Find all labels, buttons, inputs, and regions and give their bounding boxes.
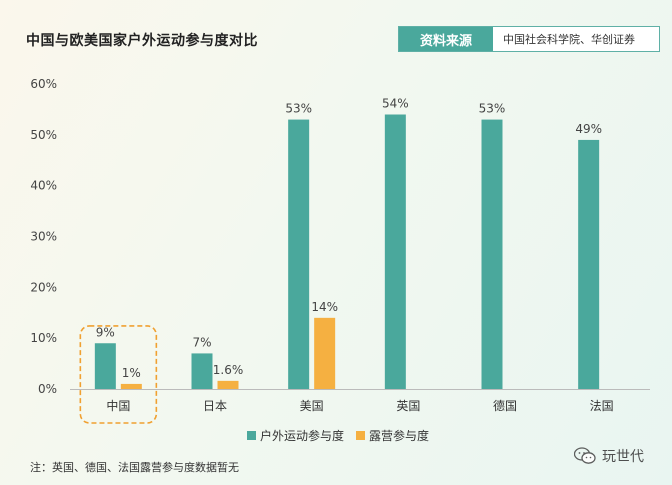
highlight-box [79,325,158,424]
data-label-outdoor: 7% [192,335,211,349]
legend-label-camping: 露营参与度 [369,429,430,443]
bar-outdoor [384,114,406,389]
data-label-outdoor: 9% [96,325,115,339]
source-label: 资料来源 [399,27,493,51]
x-tick-label: 英国 [396,399,420,413]
data-label-camping: 1% [122,366,141,380]
footnote: 注：英国、德国、法国露营参与度数据暂无 [30,461,239,474]
bar-outdoor [191,353,213,389]
y-tick-label: 10% [30,331,57,345]
data-label-outdoor: 53% [479,102,506,116]
y-tick-label: 20% [30,280,57,294]
watermark: 玩世代 [573,446,644,466]
bar-outdoor [481,119,503,389]
y-tick-label: 40% [30,179,57,193]
x-tick-label: 中国 [106,398,130,413]
x-tick-label: 日本 [203,399,227,413]
x-tick-label: 美国 [300,399,324,413]
y-tick-label: 0% [38,382,57,396]
bar-outdoor [288,119,310,389]
data-label-camping: 1.6% [213,363,244,377]
y-tick-label: 30% [30,230,57,244]
data-label-outdoor: 54% [382,97,409,111]
data-label-outdoor: 53% [285,102,312,116]
legend-swatch-outdoor [247,431,256,440]
legend-swatch-camping [356,431,366,440]
source-text: 中国社会科学院、华创证券 [503,33,635,46]
bar-camping [120,383,142,389]
chart-legend: 户外运动参与度 露营参与度 [247,427,429,444]
bar-outdoor [94,343,116,389]
legend-item-camping: 露营参与度 [356,427,429,444]
y-tick-label: 60% [30,77,57,91]
source-box: 资料来源 中国社会科学院、华创证券 [398,26,660,52]
data-label-outdoor: 49% [575,122,602,136]
data-label-camping: 14% [311,300,338,314]
bar-outdoor [578,139,600,389]
watermark-text: 玩世代 [602,449,644,465]
x-tick-label: 德国 [493,398,517,413]
x-tick-label: 法国 [590,399,614,413]
legend-label-outdoor: 户外运动参与度 [260,429,345,443]
chart-title: 中国与欧美国家户外运动参与度对比 [26,33,258,49]
bar-camping [314,317,336,389]
legend-item-outdoor: 户外运动参与度 [247,427,344,444]
y-tick-label: 50% [30,128,57,142]
wechat-icon [573,447,596,465]
bar-camping [217,380,239,389]
